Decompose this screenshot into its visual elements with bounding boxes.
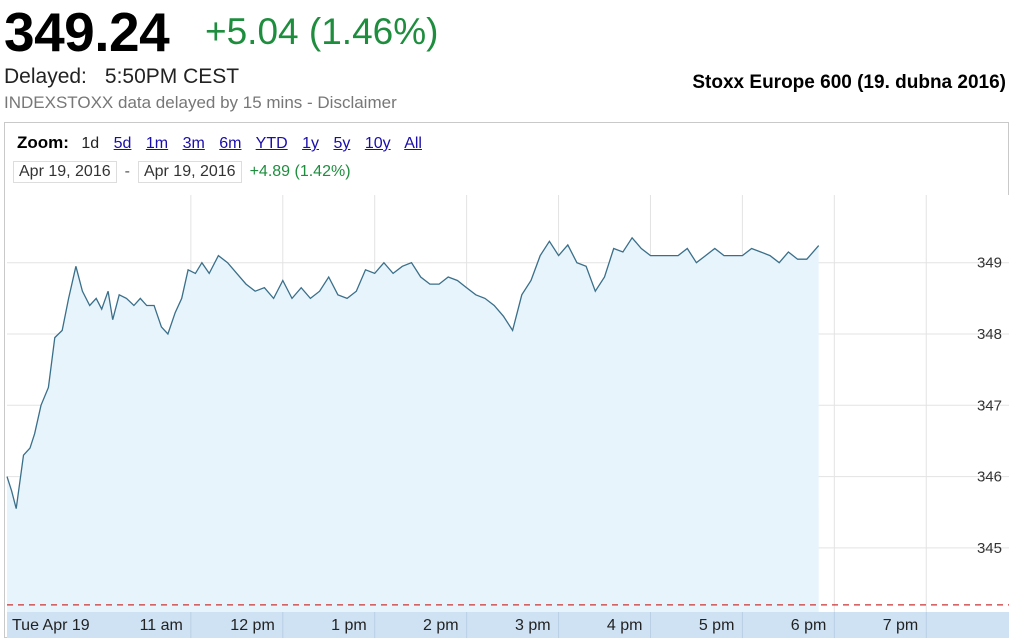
y-tick-label: 345 [977, 540, 1002, 557]
x-tick-label: 7 pm [883, 617, 919, 634]
range-end-input[interactable]: Apr 19, 2016 [137, 161, 242, 183]
x-tick-label: 6 pm [791, 617, 827, 634]
zoom-1m[interactable]: 1m [145, 135, 169, 152]
x-tick-label: 11 am [140, 617, 183, 634]
zoom-toolbar: Zoom: 1d 5d 1m 3m 6m YTD 1y 5y 10y All [17, 133, 432, 153]
x-tick-label: 3 pm [515, 617, 551, 634]
delayed-label: Delayed: [4, 65, 87, 88]
delayed-info: Delayed: 5:50PM CEST [4, 65, 239, 89]
price-line [6, 236, 820, 509]
zoom-5y[interactable]: 5y [333, 135, 351, 152]
x-tick-label: 5 pm [699, 617, 735, 634]
zoom-all[interactable]: All [404, 135, 422, 152]
x-axis-band [7, 612, 1009, 638]
y-tick-label: 346 [977, 469, 1002, 486]
date-range: Apr 19, 2016 - Apr 19, 2016 +4.89 (1.42%… [13, 161, 351, 183]
x-tick-label: 4 pm [607, 617, 643, 634]
y-tick-label: 349 [977, 255, 1002, 272]
x-tick-label: 1 pm [331, 617, 367, 634]
zoom-1y[interactable]: 1y [302, 135, 320, 152]
chart-caption: Stoxx Europe 600 (19. dubna 2016) [692, 72, 1006, 93]
x-tick-label: 12 pm [230, 617, 274, 634]
price-value: 349.24 [4, 1, 170, 63]
zoom-6m[interactable]: 6m [219, 135, 242, 152]
zoom-label: Zoom: [17, 133, 69, 152]
x-tick-label: 2 pm [423, 617, 459, 634]
range-start-input[interactable]: Apr 19, 2016 [13, 161, 117, 183]
delayed-time: 5:50PM CEST [104, 65, 240, 88]
zoom-10y[interactable]: 10y [364, 135, 391, 152]
y-tick-label: 347 [977, 397, 1002, 414]
range-dash: - [124, 163, 130, 180]
x-tick-label: Tue Apr 19 [12, 617, 90, 634]
delay-disclaimer: INDEXSTOXX data delayed by 15 mins - Dis… [4, 93, 397, 112]
range-change: +4.89 (1.42%) [249, 163, 351, 180]
zoom-1d[interactable]: 1d [81, 135, 100, 152]
zoom-5d[interactable]: 5d [113, 135, 132, 152]
price-area [7, 237, 819, 613]
price-change: +5.04 (1.46%) [205, 11, 439, 52]
zoom-ytd[interactable]: YTD [255, 135, 288, 152]
zoom-3m[interactable]: 3m [182, 135, 205, 152]
y-tick-label: 348 [977, 326, 1002, 343]
